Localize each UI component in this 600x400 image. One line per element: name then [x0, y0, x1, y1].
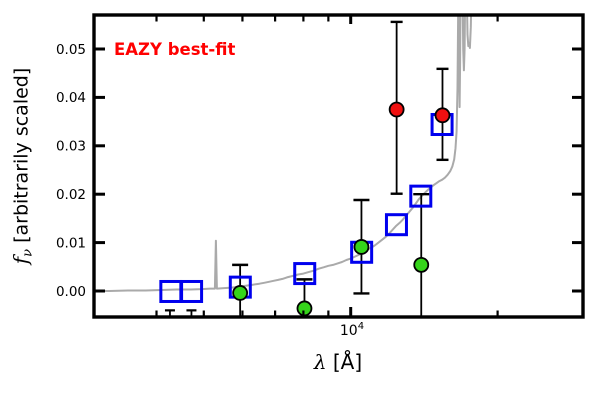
x-label-unit: [Å] [326, 350, 363, 374]
x-tick-base: 10 [339, 322, 358, 339]
y-label-symbol: f [8, 256, 33, 265]
x-axis-major-tick-label: 104 [340, 321, 364, 339]
eazy-best-fit-annotation: EAZY best-fit [114, 40, 236, 59]
model-photometry-square [293, 262, 317, 286]
x-label-symbol: λ [313, 350, 327, 374]
observed-point-green [413, 256, 430, 273]
x-tick-exponent: 4 [357, 321, 365, 333]
observed-point-red [434, 107, 451, 124]
model-photometry-square [159, 279, 183, 303]
model-photometry-square [409, 184, 433, 208]
y-axis-label: fν [arbitrarily scaled] [9, 68, 36, 265]
model-photometry-square [180, 279, 204, 303]
y-tick-label: 0.03 [56, 139, 86, 155]
y-tick-label: 0.05 [56, 42, 86, 58]
observed-point-green [353, 239, 370, 255]
y-tick-label: 0.02 [56, 187, 86, 203]
observed-point-green [232, 285, 249, 301]
y-tick-label: 0.00 [56, 284, 86, 300]
axes-frame [92, 13, 585, 319]
y-label-unit: [arbitrarily scaled] [10, 67, 33, 249]
y-label-subscript: ν [20, 248, 36, 257]
model-photometry-square [384, 213, 408, 237]
y-tick-label: 0.04 [56, 90, 86, 106]
x-axis-label: λ [Å] [314, 350, 362, 374]
y-tick-label: 0.01 [56, 235, 86, 251]
observed-point-red [388, 101, 405, 118]
